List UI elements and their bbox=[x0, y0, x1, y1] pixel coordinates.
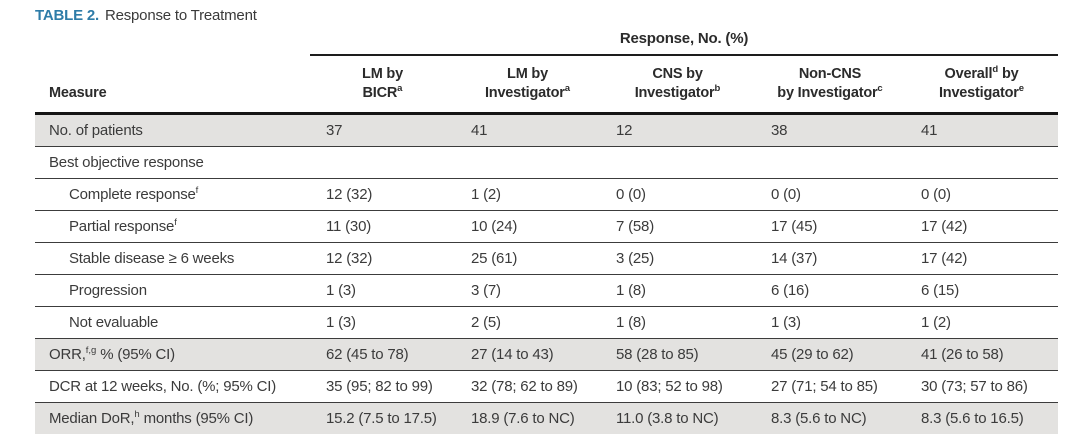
value-cell: 41 (26 to 58) bbox=[905, 338, 1059, 371]
header-line: Overalld by bbox=[944, 64, 1019, 82]
response-table: Response, No. (%) Measure LM by BICRa LM… bbox=[35, 27, 1059, 434]
value-cell: 35 (95; 82 to 99) bbox=[310, 370, 455, 403]
value-cell: 41 bbox=[455, 113, 600, 147]
table-row-median-dor: Median DoR,h months (95% CI) 15.2 (7.5 t… bbox=[35, 402, 1059, 434]
table-caption: Response to Treatment bbox=[104, 7, 257, 24]
value-cell: 10 (24) bbox=[455, 210, 600, 243]
column-header-overall-investigator: Overalld by Investigatore bbox=[905, 55, 1059, 115]
value-cell: 1 (2) bbox=[455, 178, 600, 211]
value-cell: 30 (73; 57 to 86) bbox=[905, 370, 1059, 403]
header-line: BICRa bbox=[362, 83, 403, 101]
value-cell: 17 (42) bbox=[905, 210, 1059, 243]
value-cell: 6 (15) bbox=[905, 274, 1059, 307]
value-cell: 17 (45) bbox=[755, 210, 905, 243]
table-row-no-of-patients: No. of patients 37 41 12 38 41 bbox=[35, 113, 1059, 147]
table-row-complete-response: Complete responsef 12 (32) 1 (2) 0 (0) 0… bbox=[35, 178, 1059, 211]
value-cell bbox=[600, 146, 755, 179]
column-header-lm-investigator: LM by Investigatora bbox=[455, 55, 600, 115]
header-line: by Investigatorc bbox=[777, 83, 883, 101]
value-cell: 27 (14 to 43) bbox=[455, 338, 600, 371]
table-row-dcr: DCR at 12 weeks, No. (%; 95% CI) 35 (95;… bbox=[35, 370, 1059, 403]
table-number-label: TABLE 2. bbox=[35, 7, 99, 24]
header-line: Investigatore bbox=[938, 83, 1025, 101]
value-cell: 8.3 (5.6 to NC) bbox=[755, 402, 905, 434]
spanner-row: Response, No. (%) bbox=[35, 27, 1059, 56]
value-cell: 2 (5) bbox=[455, 306, 600, 339]
value-cell: 1 (3) bbox=[755, 306, 905, 339]
table-title: TABLE 2. Response to Treatment bbox=[35, 7, 257, 24]
value-cell: 25 (61) bbox=[455, 242, 600, 275]
value-cell: 62 (45 to 78) bbox=[310, 338, 455, 371]
value-cell: 18.9 (7.6 to NC) bbox=[455, 402, 600, 434]
value-cell: 12 bbox=[600, 113, 755, 147]
measure-cell: No. of patients bbox=[35, 113, 310, 147]
value-cell: 32 (78; 62 to 89) bbox=[455, 370, 600, 403]
value-cell: 0 (0) bbox=[905, 178, 1059, 211]
value-cell: 12 (32) bbox=[310, 242, 455, 275]
value-cell: 11.0 (3.8 to NC) bbox=[600, 402, 755, 434]
measure-cell: Median DoR,h months (95% CI) bbox=[35, 402, 310, 434]
value-cell: 15.2 (7.5 to 17.5) bbox=[310, 402, 455, 434]
value-cell: 0 (0) bbox=[600, 178, 755, 211]
table-row-partial-response: Partial responsef 11 (30) 10 (24) 7 (58)… bbox=[35, 210, 1059, 243]
value-cell: 14 (37) bbox=[755, 242, 905, 275]
measure-cell: Stable disease ≥ 6 weeks bbox=[35, 242, 310, 275]
value-cell: 37 bbox=[310, 113, 455, 147]
spanner-spacer bbox=[35, 27, 310, 55]
measure-cell: ORR,f,g % (95% CI) bbox=[35, 338, 310, 371]
column-header-lm-bicr: LM by BICRa bbox=[310, 55, 455, 115]
value-cell: 7 (58) bbox=[600, 210, 755, 243]
measure-cell: DCR at 12 weeks, No. (%; 95% CI) bbox=[35, 370, 310, 403]
header-line: CNS by bbox=[652, 66, 703, 82]
column-header-row: Measure LM by BICRa LM by Investigatora … bbox=[35, 55, 1059, 115]
measure-cell: Complete responsef bbox=[35, 178, 310, 211]
measure-cell: Progression bbox=[35, 274, 310, 307]
measure-cell: Best objective response bbox=[35, 146, 310, 179]
value-cell: 1 (8) bbox=[600, 274, 755, 307]
value-cell bbox=[905, 146, 1059, 179]
value-cell: 45 (29 to 62) bbox=[755, 338, 905, 371]
column-header-noncns-investigator: Non-CNS by Investigatorc bbox=[755, 55, 905, 115]
value-cell: 6 (16) bbox=[755, 274, 905, 307]
value-cell bbox=[310, 146, 455, 179]
value-cell: 8.3 (5.6 to 16.5) bbox=[905, 402, 1059, 434]
table-row-best-objective-response: Best objective response bbox=[35, 146, 1059, 179]
spanner-header: Response, No. (%) bbox=[310, 27, 1059, 56]
value-cell: 1 (8) bbox=[600, 306, 755, 339]
value-cell: 10 (83; 52 to 98) bbox=[600, 370, 755, 403]
value-cell: 58 (28 to 85) bbox=[600, 338, 755, 371]
header-line: Non-CNS bbox=[798, 66, 862, 82]
header-line: LM by bbox=[362, 66, 403, 82]
value-cell: 0 (0) bbox=[755, 178, 905, 211]
value-cell: 1 (2) bbox=[905, 306, 1059, 339]
column-header-cns-investigator: CNS by Investigatorb bbox=[600, 55, 755, 115]
value-cell: 41 bbox=[905, 113, 1059, 147]
measure-cell: Partial responsef bbox=[35, 210, 310, 243]
value-cell: 11 (30) bbox=[310, 210, 455, 243]
value-cell: 3 (25) bbox=[600, 242, 755, 275]
header-line: Investigatora bbox=[484, 83, 571, 101]
value-cell: 38 bbox=[755, 113, 905, 147]
table-row-progression: Progression 1 (3) 3 (7) 1 (8) 6 (16) 6 (… bbox=[35, 274, 1059, 307]
value-cell: 3 (7) bbox=[455, 274, 600, 307]
value-cell: 1 (3) bbox=[310, 274, 455, 307]
value-cell: 17 (42) bbox=[905, 242, 1059, 275]
value-cell: 1 (3) bbox=[310, 306, 455, 339]
value-cell: 27 (71; 54 to 85) bbox=[755, 370, 905, 403]
header-line: Investigatorb bbox=[634, 83, 721, 101]
value-cell bbox=[755, 146, 905, 179]
value-cell: 12 (32) bbox=[310, 178, 455, 211]
measure-cell: Not evaluable bbox=[35, 306, 310, 339]
table-row-stable-disease: Stable disease ≥ 6 weeks 12 (32) 25 (61)… bbox=[35, 242, 1059, 275]
header-line: LM by bbox=[507, 66, 548, 82]
table-row-not-evaluable: Not evaluable 1 (3) 2 (5) 1 (8) 1 (3) 1 … bbox=[35, 306, 1059, 339]
table-row-orr: ORR,f,g % (95% CI) 62 (45 to 78) 27 (14 … bbox=[35, 338, 1059, 371]
value-cell bbox=[455, 146, 600, 179]
column-header-measure: Measure bbox=[35, 55, 310, 115]
